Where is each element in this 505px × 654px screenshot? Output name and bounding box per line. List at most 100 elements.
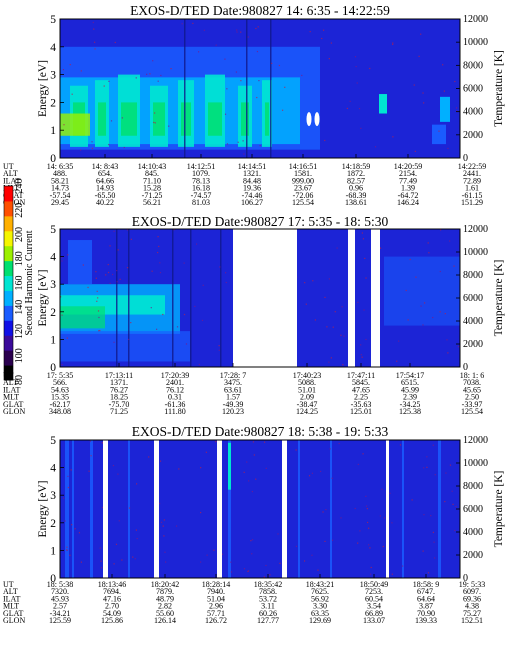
noise-speckle (354, 56, 357, 58)
row-value: 60.26 (259, 609, 277, 618)
noise-speckle (175, 525, 178, 527)
noise-speckle (109, 282, 111, 285)
data-gap (233, 229, 297, 367)
row-value: 71.25 (110, 407, 128, 416)
noise-speckle (160, 521, 163, 523)
row-label-glat: GLAT (3, 400, 24, 409)
noise-speckle (389, 492, 391, 494)
noise-speckle (236, 31, 238, 33)
colorbar-segment (4, 290, 13, 306)
row-value: 82.57 (347, 176, 365, 185)
noise-speckle (100, 560, 102, 562)
noise-speckle (325, 508, 327, 511)
energy-tick-label: 4 (50, 463, 56, 475)
noise-speckle (271, 62, 273, 64)
noise-speckle (78, 532, 81, 534)
noise-speckle (392, 42, 394, 44)
noise-speckle (89, 440, 91, 442)
row-value: 654. (98, 169, 112, 178)
noise-speckle (279, 562, 281, 564)
noise-speckle (237, 141, 239, 143)
noise-speckle (198, 363, 200, 366)
noise-speckle (66, 546, 68, 548)
row-value: 3475. (224, 378, 242, 387)
temperature-tick-label: 12000 (463, 224, 488, 235)
noise-speckle (309, 31, 311, 33)
field-stripe (128, 229, 130, 367)
field-enhancement (60, 331, 190, 362)
data-gap (282, 440, 287, 578)
row-value: 1321. (243, 169, 261, 178)
noise-speckle (246, 461, 248, 463)
noise-speckle (107, 271, 110, 274)
energy-tick-label: 2 (50, 518, 56, 530)
energy-axis-label: Energy [eV] (37, 270, 49, 327)
noise-speckle (354, 507, 356, 510)
noise-speckle (224, 58, 226, 60)
noise-speckle (447, 147, 449, 150)
colorbar-segment (4, 350, 13, 366)
temperature-tick-label: 6000 (463, 293, 483, 304)
noise-speckle (295, 545, 298, 547)
noise-speckle (113, 563, 115, 565)
row-value: 120.23 (222, 407, 244, 416)
row-value: 7320. (51, 587, 69, 596)
noise-speckle (455, 107, 458, 109)
row-value: 106.27 (241, 198, 263, 207)
noise-speckle (109, 245, 111, 247)
field-enhancement (432, 124, 446, 145)
noise-speckle (71, 524, 73, 526)
noise-speckle (74, 528, 76, 530)
row-value: 4.38 (465, 602, 479, 611)
row-value: 17:54:17 (396, 371, 424, 380)
noise-speckle (178, 468, 180, 470)
row-value: 3.30 (313, 602, 327, 611)
row-value: 14.73 (51, 184, 69, 193)
noise-speckle (153, 121, 155, 124)
row-value: 7253. (365, 587, 383, 596)
noise-speckle (126, 229, 129, 231)
noise-speckle (269, 574, 271, 576)
noise-speckle (448, 240, 451, 242)
noise-speckle (329, 448, 331, 450)
noise-speckle (392, 43, 394, 45)
noise-speckle (405, 289, 407, 292)
noise-speckle (326, 326, 328, 328)
noise-speckle (215, 44, 217, 46)
row-value: 84.48 (243, 176, 261, 185)
row-value: 138.61 (345, 198, 367, 207)
row-value: -65.50 (95, 191, 116, 200)
noise-speckle (97, 297, 99, 299)
row-value: 18:43:21 (306, 580, 334, 589)
noise-speckle (303, 560, 306, 562)
row-value: -34.21 (50, 609, 71, 618)
row-value: -34.25 (400, 400, 421, 409)
noise-speckle (362, 453, 364, 455)
energy-tick-label: 2 (50, 307, 56, 319)
noise-speckle (242, 140, 244, 142)
noise-speckle (452, 503, 454, 505)
noise-speckle (112, 464, 115, 467)
row-value: 125.38 (399, 407, 421, 416)
noise-speckle (183, 262, 185, 264)
colorbar-segment (4, 365, 13, 381)
noise-speckle (434, 557, 436, 559)
data-gap (386, 440, 389, 578)
row-value: 63.35 (311, 609, 329, 618)
noise-speckle (247, 36, 249, 38)
noise-speckle (456, 110, 458, 112)
spectrogram-panel-1: EXOS-D/TED Date:980827 14: 6:35 - 14:22:… (3, 3, 505, 207)
noise-speckle (128, 338, 130, 341)
noise-speckle (415, 276, 417, 278)
noise-speckle (96, 290, 98, 292)
noise-speckle (391, 522, 393, 524)
noise-speckle (176, 326, 179, 328)
row-value: 19.36 (243, 184, 261, 193)
noise-speckle (248, 480, 250, 482)
noise-speckle (123, 146, 125, 149)
noise-speckle (165, 561, 167, 563)
temperature-tick-label: 0 (463, 153, 468, 164)
noise-speckle (312, 280, 314, 282)
noise-speckle (346, 107, 348, 110)
